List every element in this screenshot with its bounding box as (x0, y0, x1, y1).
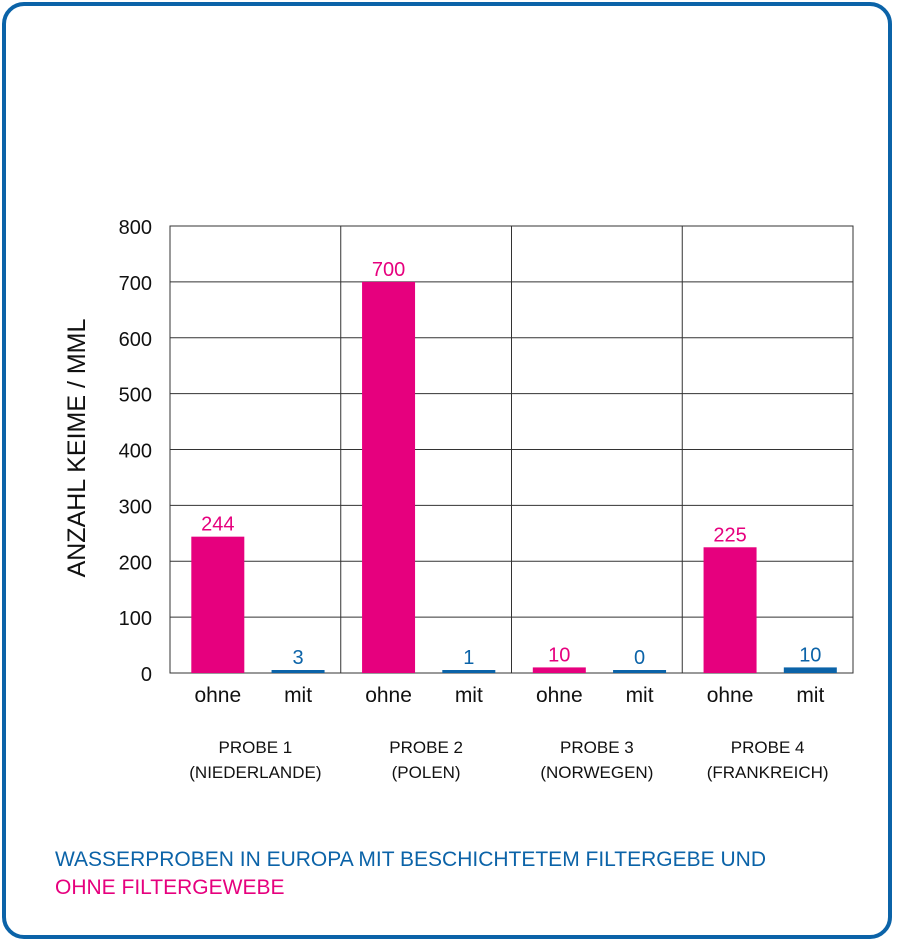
y-tick-label: 700 (119, 273, 152, 295)
bar-ohne-probe-3 (532, 667, 586, 673)
bar-mit-probe-2 (442, 670, 496, 673)
chart-caption: WASSERPROBEN IN EUROPA MIT BESCHICHTETEM… (55, 846, 875, 902)
group-label-line1: PROBE 2 (389, 738, 463, 757)
group-label-line2: (POLEN) (392, 763, 461, 782)
x-tick-label-ohne: ohne (194, 684, 241, 707)
caption-line-blue: WASSERPROBEN IN EUROPA MIT BESCHICHTETEM… (55, 848, 766, 871)
group-label-line2: (NIEDERLANDE) (189, 763, 321, 782)
x-tick-label-ohne: ohne (707, 684, 754, 707)
bar-mit-probe-3 (613, 670, 667, 673)
bar-mit-probe-1 (271, 670, 325, 673)
y-tick-label: 200 (119, 552, 152, 574)
y-tick-label: 100 (119, 608, 152, 630)
bar-ohne-probe-4 (703, 547, 757, 673)
group-label-line1: PROBE 4 (731, 738, 805, 757)
y-tick-label: 0 (141, 664, 152, 686)
x-tick-label-mit: mit (796, 684, 824, 707)
x-tick-label-ohne: ohne (365, 684, 412, 707)
data-label-mit-probe-3: 0 (634, 647, 645, 669)
x-tick-label-mit: mit (626, 684, 654, 707)
group-label-line1: PROBE 1 (219, 738, 293, 757)
group-label-line2: (FRANKREICH) (707, 763, 829, 782)
data-label-ohne-probe-4: 225 (713, 524, 746, 546)
y-tick-label: 800 (119, 217, 152, 239)
x-tick-label-ohne: ohne (536, 684, 583, 707)
data-label-ohne-probe-3: 10 (548, 644, 570, 666)
data-label-mit-probe-2: 1 (463, 647, 474, 669)
bar-mit-probe-4 (783, 667, 837, 673)
group-label-line2: (NORWEGEN) (540, 763, 653, 782)
data-label-mit-probe-1: 3 (293, 647, 304, 669)
y-tick-label: 300 (119, 496, 152, 518)
bar-ohne-probe-2 (362, 281, 416, 673)
y-tick-label: 400 (119, 441, 152, 463)
data-label-mit-probe-4: 10 (799, 644, 821, 666)
bar-ohne-probe-1 (191, 536, 245, 673)
x-tick-label-mit: mit (284, 684, 312, 707)
data-label-ohne-probe-2: 700 (372, 259, 405, 281)
caption-line-pink: OHNE FILTERGEWEBE (55, 876, 285, 899)
y-tick-label: 500 (119, 385, 152, 407)
data-label-ohne-probe-1: 244 (201, 514, 234, 536)
outer-frame (2, 2, 892, 939)
group-label-line1: PROBE 3 (560, 738, 634, 757)
y-tick-label: 600 (119, 329, 152, 351)
x-tick-label-mit: mit (455, 684, 483, 707)
y-axis-title: ANZAHL KEIME / MML (63, 318, 91, 577)
